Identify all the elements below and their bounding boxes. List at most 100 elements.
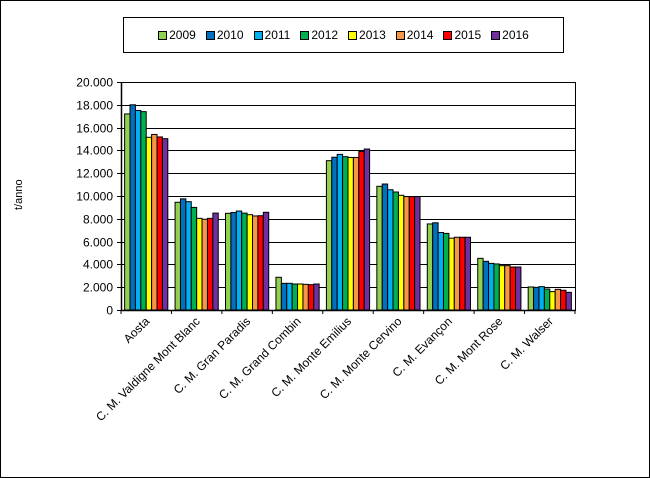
legend-swatch-icon [395,30,405,40]
bar-2012 [392,191,399,311]
bar-2009 [174,201,181,311]
bar-2012 [543,288,551,311]
bar-2010 [129,104,136,311]
bar-2009 [426,223,434,311]
legend: 2009 2010 2011 2012 2013 2014 2015 2016 [123,17,564,53]
bar-2009 [376,185,383,311]
bar-2016 [565,291,572,311]
bar-2013 [498,265,506,311]
legend-label: 2009 [169,28,196,42]
legend-item-2016: 2016 [491,28,529,42]
legend-item-2009: 2009 [158,28,196,42]
bar-2014 [504,265,511,311]
bar-2014 [151,133,158,311]
bar-2012 [342,156,349,311]
bar-2015 [408,196,416,311]
legend-item-2010: 2010 [205,28,244,42]
bar-2015 [459,236,466,311]
bar-2014 [403,196,410,311]
y-tick-label: 10.000 [76,190,113,204]
bar-2014 [352,156,360,311]
bar-2011 [185,201,192,311]
bar-2014 [554,288,562,311]
bar-2016 [414,196,421,311]
y-tick-label: 18.000 [76,99,113,113]
y-tick-label: 12.000 [76,167,113,181]
bar-2016 [464,236,471,311]
bar-2013 [397,194,405,311]
bar-2009 [225,212,232,311]
y-tick-label: 20.000 [76,76,113,90]
bar-2016 [212,212,219,311]
bar-2010 [482,260,490,311]
bar-2012 [442,232,450,311]
bar-2013 [549,291,556,311]
bar-2015 [206,217,214,311]
bar-2016 [313,283,320,311]
legend-label: 2016 [502,28,529,42]
bar-2011 [437,231,444,311]
bar-2016 [262,211,270,311]
legend-item-2011: 2011 [253,28,291,42]
bar-2015 [257,215,264,311]
legend-item-2012: 2012 [300,28,338,42]
bar-2014 [302,283,309,311]
y-tick-label: 14.000 [76,144,113,158]
bar-2011 [387,189,394,311]
legend-label: 2011 [264,28,291,42]
bar-2012 [190,206,198,311]
bar-2012 [493,263,500,311]
legend-item-2014: 2014 [395,28,434,42]
y-tick-label: 4.000 [83,258,113,272]
legend-label: 2014 [406,28,434,42]
y-tick-label: 6.000 [83,236,113,250]
bar-2010 [432,222,439,311]
legend-label: 2012 [311,28,339,42]
bar-2009 [325,160,333,311]
bar-2013 [347,156,354,311]
x-category-label: Aosta [121,314,153,346]
y-tick-label: 2.000 [83,281,113,295]
legend-label: 2015 [454,28,482,42]
legend-label: 2010 [216,28,244,42]
bar-2010 [533,286,540,311]
legend-swatch-icon [205,30,215,40]
bar-2012 [291,283,299,311]
bar-2012 [241,212,248,311]
x-category-label: C. M. Walser [497,314,556,373]
bar-2016 [363,148,371,311]
bar-2013 [246,214,254,311]
bar-2011 [538,286,545,311]
bar-2013 [145,136,153,311]
legend-item-2013: 2013 [348,28,386,42]
legend-label: 2013 [359,28,386,42]
bar-2015 [509,266,517,311]
bar-2010 [381,183,389,311]
legend-swatch-icon [300,30,310,40]
legend-swatch-icon [443,30,453,40]
bar-2010 [179,198,187,311]
legend-item-2015: 2015 [443,28,481,42]
bar-2014 [201,218,208,311]
bar-2014 [453,236,461,311]
bar-2013 [297,283,304,311]
bar-2010 [230,212,237,311]
y-tick-label: 0 [106,304,113,318]
y-tick-label: 8.000 [83,213,113,227]
legend-swatch-icon [158,30,168,40]
bar-2013 [448,237,455,311]
bar-2011 [235,210,243,311]
legend-swatch-icon [253,30,263,40]
bar-2011 [134,110,142,311]
bar-2011 [488,262,495,311]
bar-2013 [196,217,203,311]
bar-2010 [331,156,338,311]
bar-2009 [275,276,282,311]
bar-2015 [560,289,567,311]
bar-2010 [280,282,288,311]
bar-2014 [252,215,259,311]
x-category-label: C. M. Valdigne Mont Blanc [93,314,203,424]
bar-2015 [156,136,163,311]
bar-2016 [161,138,169,311]
